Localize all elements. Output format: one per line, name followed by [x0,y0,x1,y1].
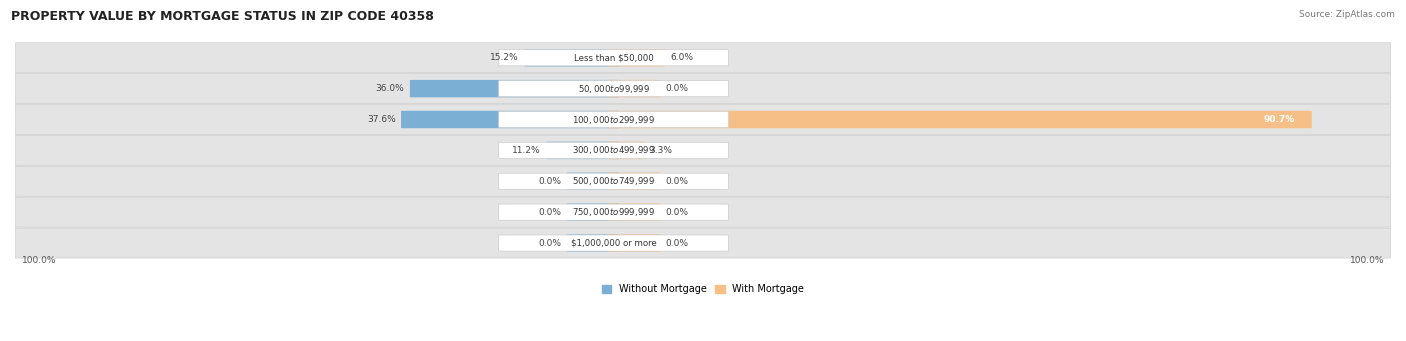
FancyBboxPatch shape [401,111,619,128]
FancyBboxPatch shape [15,228,1391,258]
FancyBboxPatch shape [607,234,661,252]
FancyBboxPatch shape [607,49,665,66]
FancyBboxPatch shape [499,80,728,97]
FancyBboxPatch shape [499,235,728,251]
FancyBboxPatch shape [547,142,619,159]
Text: 90.7%: 90.7% [1264,115,1295,124]
FancyBboxPatch shape [15,43,1391,73]
Text: 36.0%: 36.0% [375,84,405,93]
Text: $100,000 to $299,999: $100,000 to $299,999 [572,114,655,125]
Text: $1,000,000 or more: $1,000,000 or more [571,239,657,248]
Text: 100.0%: 100.0% [22,256,56,266]
Text: 0.0%: 0.0% [538,239,561,248]
Text: 0.0%: 0.0% [538,208,561,217]
Text: 100.0%: 100.0% [1350,256,1384,266]
FancyBboxPatch shape [524,49,619,66]
FancyBboxPatch shape [567,234,619,252]
FancyBboxPatch shape [607,80,661,97]
FancyBboxPatch shape [607,111,1312,128]
FancyBboxPatch shape [607,204,661,221]
Text: 0.0%: 0.0% [538,177,561,186]
Text: 6.0%: 6.0% [671,53,693,62]
FancyBboxPatch shape [567,173,619,190]
Text: 0.0%: 0.0% [666,239,689,248]
Legend: Without Mortgage, With Mortgage: Without Mortgage, With Mortgage [598,280,808,298]
Text: Less than $50,000: Less than $50,000 [574,53,654,62]
Text: PROPERTY VALUE BY MORTGAGE STATUS IN ZIP CODE 40358: PROPERTY VALUE BY MORTGAGE STATUS IN ZIP… [11,10,434,23]
FancyBboxPatch shape [567,204,619,221]
Text: 15.2%: 15.2% [491,53,519,62]
Text: $50,000 to $99,999: $50,000 to $99,999 [578,83,650,94]
FancyBboxPatch shape [499,142,728,159]
Text: 0.0%: 0.0% [666,84,689,93]
Text: $750,000 to $999,999: $750,000 to $999,999 [572,206,655,218]
Text: $300,000 to $499,999: $300,000 to $499,999 [572,144,655,157]
FancyBboxPatch shape [15,166,1391,196]
FancyBboxPatch shape [499,173,728,189]
Text: 0.0%: 0.0% [666,208,689,217]
FancyBboxPatch shape [499,204,728,220]
FancyBboxPatch shape [607,173,661,190]
FancyBboxPatch shape [15,74,1391,104]
Text: 37.6%: 37.6% [367,115,395,124]
Text: $500,000 to $749,999: $500,000 to $749,999 [572,175,655,187]
FancyBboxPatch shape [411,80,619,97]
Text: 0.0%: 0.0% [666,177,689,186]
FancyBboxPatch shape [499,112,728,128]
FancyBboxPatch shape [15,135,1391,165]
Text: 3.3%: 3.3% [650,146,672,155]
Text: Source: ZipAtlas.com: Source: ZipAtlas.com [1299,10,1395,19]
Text: 11.2%: 11.2% [512,146,541,155]
FancyBboxPatch shape [15,105,1391,134]
FancyBboxPatch shape [15,197,1391,227]
FancyBboxPatch shape [607,142,644,159]
FancyBboxPatch shape [499,50,728,66]
